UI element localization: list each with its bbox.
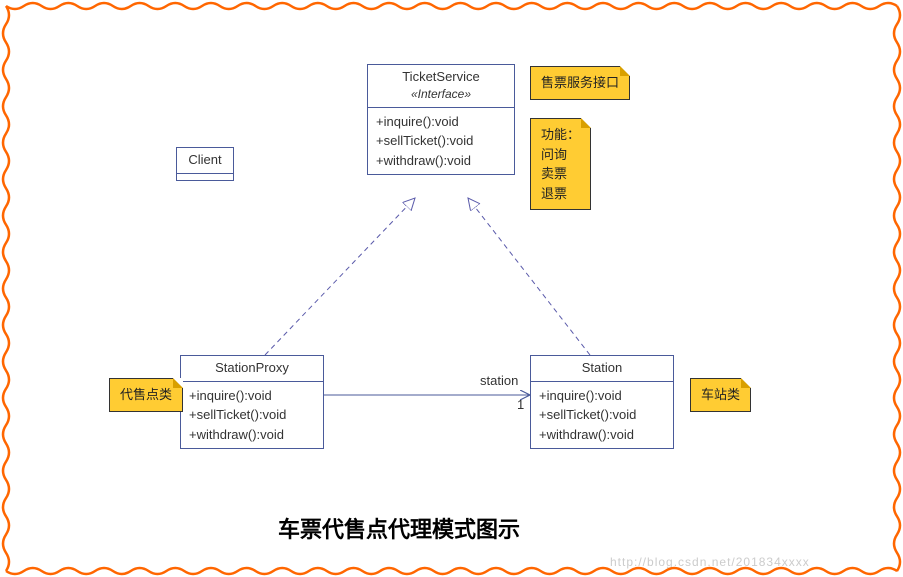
note-service-func: 功能： 问询 卖票 退票	[530, 118, 591, 210]
note-line: 售票服务接口	[541, 75, 619, 90]
diagram-caption: 车票代售点代理模式图示	[278, 512, 520, 544]
note-line: 退票	[541, 184, 580, 204]
note-station: 车站类	[690, 378, 751, 412]
watermark: http://blog.csdn.net/201834xxxx	[610, 555, 810, 569]
class-ticketservice-stereotype: «Interface»	[411, 87, 471, 101]
method-row: +withdraw():void	[376, 151, 506, 171]
method-row: +inquire():void	[376, 112, 506, 132]
note-service-title: 售票服务接口	[530, 66, 630, 100]
class-client: Client	[176, 147, 234, 181]
note-line: 问询	[541, 145, 580, 165]
method-row: +sellTicket():void	[376, 131, 506, 151]
class-stationproxy-methods: +inquire():void +sellTicket():void +with…	[181, 382, 323, 449]
assoc-mult-label: 1	[517, 397, 524, 412]
note-line: 车站类	[701, 387, 740, 402]
method-row: +withdraw():void	[189, 425, 315, 445]
diagram-canvas: Client TicketService «Interface» +inquir…	[0, 0, 903, 577]
note-line: 卖票	[541, 164, 580, 184]
class-ticketservice: TicketService «Interface» +inquire():voi…	[367, 64, 515, 175]
assoc-role-label: station	[480, 373, 518, 388]
note-line: 代售点类	[120, 387, 172, 402]
method-row: +inquire():void	[539, 386, 665, 406]
note-line: 功能：	[541, 125, 580, 145]
method-row: +sellTicket():void	[189, 405, 315, 425]
class-station-methods: +inquire():void +sellTicket():void +with…	[531, 382, 673, 449]
method-row: +sellTicket():void	[539, 405, 665, 425]
note-proxy: 代售点类	[109, 378, 183, 412]
class-station-name: Station	[582, 360, 622, 375]
method-row: +inquire():void	[189, 386, 315, 406]
class-stationproxy: StationProxy +inquire():void +sellTicket…	[180, 355, 324, 449]
class-client-name: Client	[188, 152, 221, 167]
class-ticketservice-methods: +inquire():void +sellTicket():void +with…	[368, 108, 514, 175]
class-station: Station +inquire():void +sellTicket():vo…	[530, 355, 674, 449]
method-row: +withdraw():void	[539, 425, 665, 445]
class-ticketservice-name: TicketService	[402, 69, 480, 84]
class-stationproxy-name: StationProxy	[215, 360, 289, 375]
